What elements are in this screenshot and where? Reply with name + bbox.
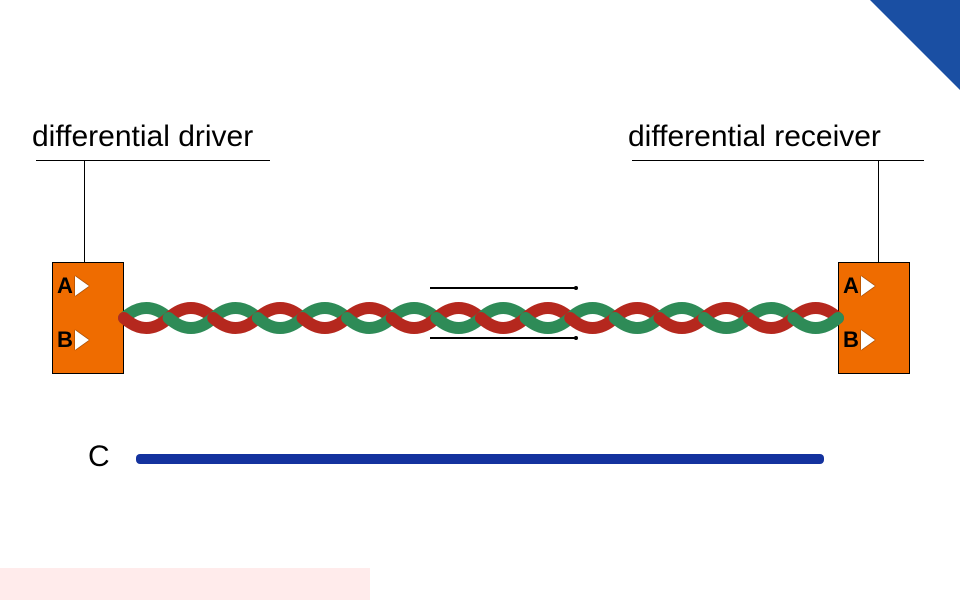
ground-label: C	[88, 440, 110, 474]
ground-line	[136, 454, 824, 464]
twisted-pair-wires	[0, 0, 960, 600]
subscribe-ghost	[0, 568, 370, 600]
diagram-stage: differential driver differential receive…	[0, 0, 960, 600]
